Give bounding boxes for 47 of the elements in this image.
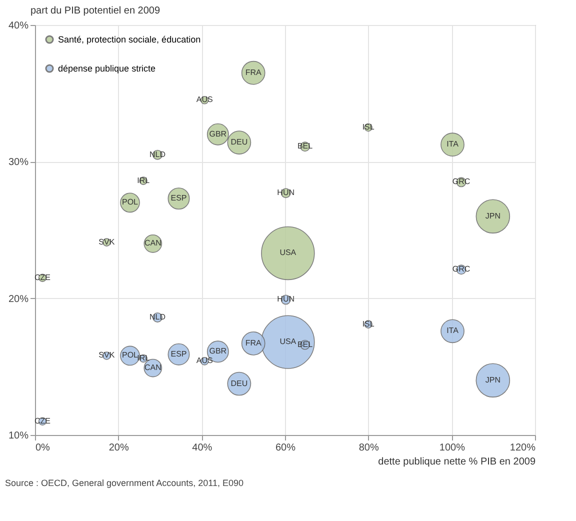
legend-label: dépense publique stricte [58,64,156,74]
x-tick-label: 60% [275,442,296,454]
annotation: ITA [446,140,460,149]
annotation: IRL [137,176,150,185]
annotation: DEU [230,138,248,147]
annotation: FRA [245,68,262,77]
x-axis-title: dette publique nette % PIB en 2009 [378,456,536,468]
x-tick-label: 120% [510,442,536,454]
source-note: Source : OECD, General government Accounts, 2011, E090 [5,478,244,488]
y-tick-label: 20% [8,294,29,305]
annotation: NLD [149,150,166,159]
x-tick-label: 40% [192,442,212,454]
annotation: FRA [245,338,262,348]
y-tick-label: 40% [8,20,29,32]
annotation: ESP [170,349,187,358]
annotation: CAN [144,238,162,248]
legend-label: Santé, protection sociale, éducation [58,34,201,44]
annotation: CZE [34,416,50,426]
annotation: ITA [446,326,460,336]
annotation: ESP [170,194,187,203]
annotation: JPN [485,375,501,384]
annotation: NLD [149,312,166,322]
annotation: GRC [452,264,470,274]
annotation: USA [280,337,297,346]
x-tick-label: 20% [108,442,129,454]
annotation: ISL [362,122,375,132]
y-axis-title: part du PIB potentiel en 2009 [30,6,160,16]
annotation: BEL [297,340,314,349]
annotation: SVK [98,237,116,246]
annotation: USA [280,248,297,258]
annotation: CAN [144,363,162,372]
annotation: GBR [209,129,227,138]
x-tick-label: 80% [358,442,379,454]
annotation: AUS [196,95,213,104]
x-tick-label: 100% [439,442,466,454]
annotation: DEU [230,378,248,388]
y-tick-label: 30% [8,157,29,168]
x-tick-label: 0% [36,442,50,454]
annotation: HUN [277,188,295,198]
annotation: CZE [34,272,50,282]
annotation: POL [122,198,139,207]
y-tick-label: 10% [8,430,29,442]
annotation: BEL [297,142,314,151]
annotation: JPN [485,211,501,220]
annotation: GBR [209,346,227,356]
annotation: POL [122,350,139,360]
annotation: GRC [452,177,470,186]
